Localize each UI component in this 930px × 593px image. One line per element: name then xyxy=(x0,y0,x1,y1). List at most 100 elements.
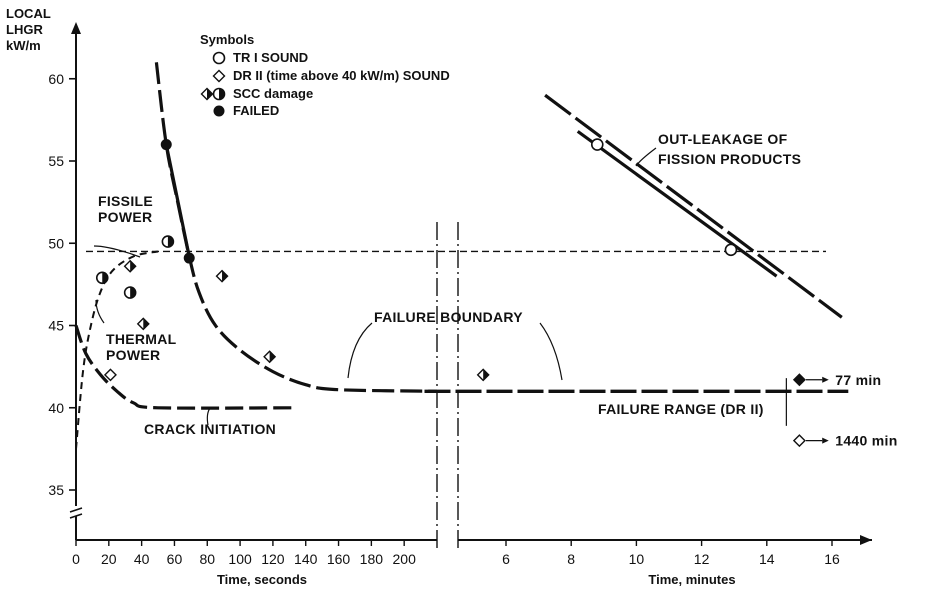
y-tick-label: 55 xyxy=(48,153,64,169)
circle-open-mark xyxy=(212,51,226,65)
data-points xyxy=(95,138,806,448)
fissile-power-leader xyxy=(93,245,141,258)
x-tick-label-minutes: 6 xyxy=(502,551,510,567)
data-point-seconds xyxy=(95,271,109,285)
data-point-seconds xyxy=(161,235,175,248)
data-point-seconds xyxy=(103,368,117,382)
y-tick-label: 45 xyxy=(48,318,64,334)
legend: Symbols TR I SOUND DR II (time above 40 kW… xyxy=(200,32,450,118)
circle-half-fill xyxy=(167,236,174,248)
x-tick-label-seconds: 20 xyxy=(101,551,117,567)
x-tick-label-seconds: 0 xyxy=(72,551,80,567)
circle-half-fill xyxy=(219,88,225,100)
legend-entry: SCC damage xyxy=(200,86,313,101)
legend-label: DR II (time above 40 kW/m) SOUND xyxy=(233,68,450,83)
out-leakage-label: OUT-LEAKAGE OF xyxy=(658,131,788,147)
diamond-half-fill xyxy=(269,351,276,363)
y-axis-title-line: LHGR xyxy=(6,22,43,37)
x-tick-label-seconds: 40 xyxy=(134,551,150,567)
x-tick-label-seconds: 60 xyxy=(167,551,183,567)
x-tick-label-minutes: 12 xyxy=(694,551,710,567)
time-77-label: 77 min xyxy=(835,372,881,388)
arrow-77-head xyxy=(822,376,829,383)
data-point-minutes xyxy=(724,243,738,257)
data-point-seconds xyxy=(160,139,172,151)
x-tick-label-seconds: 120 xyxy=(261,551,285,567)
legend-entry: DR II (time above 40 kW/m) SOUND xyxy=(212,68,450,83)
thermal-power-curve xyxy=(75,250,159,449)
legend-entry: TR I SOUND xyxy=(212,50,308,65)
failure-boundary-leader-left xyxy=(347,322,373,379)
x-tick-label-seconds: 140 xyxy=(294,551,318,567)
failure-range-label: FAILURE RANGE (DR II) xyxy=(598,401,764,417)
y-tick-label: 50 xyxy=(48,235,64,251)
thermal-power-leader xyxy=(95,299,105,324)
failure-boundary-solid-segment xyxy=(164,144,191,257)
data-point-seconds xyxy=(123,286,137,299)
out-leakage-label: FISSION PRODUCTS xyxy=(658,151,801,167)
time-1440-label: 1440 min xyxy=(835,433,897,449)
curves xyxy=(74,62,849,449)
circle-half-fill xyxy=(102,272,108,284)
circle-filled-mark xyxy=(183,252,195,264)
arrow-1440-head xyxy=(822,437,829,444)
diamond-half-fill xyxy=(130,260,136,272)
data-point-seconds xyxy=(136,317,150,331)
failure-boundary-curve-seconds xyxy=(154,62,438,393)
y-axis-arrow xyxy=(71,22,81,34)
y-axis-title-line: LOCAL xyxy=(6,6,51,21)
circle-filled-mark xyxy=(213,105,225,117)
x-tick-label-seconds: 100 xyxy=(228,551,252,567)
legend-marker xyxy=(212,51,226,65)
thermal-power-label: POWER xyxy=(106,347,160,363)
data-point-seconds xyxy=(263,350,277,364)
y-tick-label: 40 xyxy=(48,400,64,416)
diamond-half-fill xyxy=(483,369,489,381)
circle-half-fill xyxy=(130,287,136,299)
circle-open-mark xyxy=(724,243,738,257)
x-axis-title-minutes: Time, minutes xyxy=(648,572,735,587)
legend-marker xyxy=(212,69,226,83)
diamond-outline xyxy=(103,368,117,382)
circle-filled-mark xyxy=(160,139,172,151)
data-point-seconds xyxy=(123,259,137,273)
diamond-outline xyxy=(792,434,806,448)
legend-title: Symbols xyxy=(200,32,254,47)
diamond-half-fill xyxy=(207,88,213,100)
thermal-power-label: THERMAL xyxy=(106,331,177,347)
crack-initiation-label: CRACK INITIATION xyxy=(144,421,276,437)
data-point-minutes xyxy=(590,138,604,151)
x-tick-label-minutes: 16 xyxy=(824,551,840,567)
data-point-seconds xyxy=(183,252,195,264)
diamond-outline xyxy=(212,69,226,83)
failure-boundary-leader-right xyxy=(539,322,563,381)
out-leakage-line-solid xyxy=(576,130,778,278)
x-tick-label-seconds: 80 xyxy=(199,551,215,567)
data-point-minutes xyxy=(476,368,490,382)
crack-initiation-leader xyxy=(206,407,211,426)
legend-marker-circle-half xyxy=(212,87,226,101)
y-tick-label: 60 xyxy=(48,71,64,87)
legend-entry: FAILED xyxy=(213,103,279,118)
legend-label: TR I SOUND xyxy=(233,50,308,65)
x-tick-label-seconds: 180 xyxy=(360,551,384,567)
x-tick-label-seconds: 200 xyxy=(393,551,417,567)
y-tick-label: 35 xyxy=(48,482,64,498)
diamond-half-fill xyxy=(222,270,228,282)
x-axis-title-seconds: Time, seconds xyxy=(217,572,307,587)
legend-label: FAILED xyxy=(233,103,279,118)
data-point-seconds xyxy=(215,269,229,283)
out-leakage-leader xyxy=(635,147,657,167)
axes-frame xyxy=(69,22,872,548)
x-tick-label-minutes: 10 xyxy=(629,551,645,567)
out-leakage-line xyxy=(544,93,843,319)
x-axis-arrow xyxy=(860,535,872,545)
crack-initiation-curve xyxy=(74,324,295,410)
failure-boundary-label: FAILURE BOUNDARY xyxy=(374,309,523,325)
tick-labels: 35 40 45 50 55 60 0 20 40 60 80 100 120 140 160 180 200 6… xyxy=(6,6,840,587)
x-tick-label-minutes: 8 xyxy=(567,551,575,567)
fissile-power-label: FISSILE xyxy=(98,193,153,209)
diamond-outline xyxy=(792,373,806,387)
